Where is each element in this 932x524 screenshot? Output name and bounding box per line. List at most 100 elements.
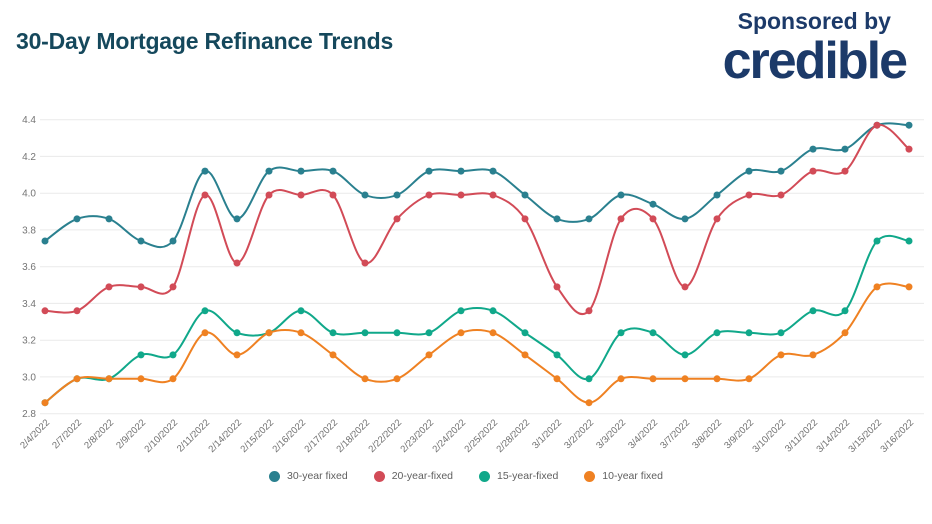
x-axis-tick-label: 2/4/2022 [18,417,52,451]
data-point [905,283,913,291]
y-axis-tick-label: 3.0 [22,372,36,383]
data-point [585,375,593,383]
x-axis-tick-label: 2/15/2022 [238,417,276,455]
data-point [393,191,401,199]
data-point [329,191,337,199]
data-point [201,191,209,199]
data-point [681,283,689,291]
y-axis-tick-label: 4.4 [22,115,36,126]
legend-dot-icon [373,470,385,482]
data-point [489,329,497,337]
data-point [585,307,593,315]
legend-label: 10-year fixed [602,470,663,482]
data-point [201,329,209,337]
data-point [169,375,177,383]
data-point [265,329,273,337]
data-point [905,121,913,129]
data-point [649,215,657,223]
x-axis-tick-label: 2/22/2022 [366,417,404,455]
data-point [425,329,433,337]
data-point [809,145,817,153]
data-point [873,283,881,291]
data-point [425,191,433,199]
data-point [425,167,433,175]
data-point [169,351,177,359]
data-point [169,283,177,291]
x-axis-tick-label: 3/16/2022 [878,417,916,455]
data-point [297,167,305,175]
x-axis-tick-label: 3/1/2022 [530,417,564,451]
data-point [713,329,721,337]
data-point [553,351,561,359]
data-point [457,329,465,337]
data-point [713,191,721,199]
legend-dot-icon [479,470,490,482]
legend-item-30-year-fixed: 30-year fixed [269,470,348,482]
data-point [105,283,113,291]
data-point [265,191,273,199]
data-point [41,399,49,407]
series-10-year-fixed [41,282,913,407]
data-point [105,375,113,383]
x-axis-tick-label: 2/17/2022 [302,417,340,455]
data-point [73,215,81,223]
data-point [745,191,753,199]
x-axis-tick-label: 2/25/2022 [462,417,500,455]
sponsor-block: Sponsored by credible [723,8,908,87]
data-point [521,191,529,199]
x-axis-tick-label: 3/14/2022 [814,417,852,455]
data-point [137,375,145,383]
data-point [713,375,721,383]
series-20-year-fixed [41,121,913,315]
sponsored-by-label: Sponsored by [737,8,891,34]
legend-label: 30-year fixed [287,470,348,482]
data-point [105,215,113,223]
data-point [457,167,465,175]
data-point [233,215,241,223]
data-point [873,121,881,129]
data-point [137,237,145,245]
data-point [489,167,497,175]
legend-item-15-year-fixed: 15-year-fixed [479,470,558,482]
data-point [297,191,305,199]
data-point [905,237,913,245]
data-point [777,351,785,359]
x-axis-tick-label: 2/24/2022 [430,417,468,455]
series-line [44,282,910,404]
chart-title: 30-Day Mortgage Refinance Trends [16,28,394,54]
data-point [329,351,337,359]
data-point [681,215,689,223]
data-point [265,167,273,175]
data-point [745,375,753,383]
data-point [649,329,657,337]
x-axis-tick-label: 3/7/2022 [658,417,692,451]
data-point [713,215,721,223]
y-axis-tick-label: 3.2 [22,336,36,347]
data-point [809,351,817,359]
y-axis-tick-label: 2.8 [22,409,36,420]
data-point [329,329,337,337]
data-point [841,307,849,315]
data-point [233,259,241,267]
data-point [521,329,529,337]
data-point [777,329,785,337]
data-point [777,191,785,199]
data-point [617,375,625,383]
data-point [649,375,657,383]
data-point [489,191,497,199]
data-point [809,167,817,175]
x-axis-tick-label: 3/2/2022 [562,417,596,451]
data-point [585,215,593,223]
data-point [585,399,593,407]
legend-label: 15-year-fixed [497,470,559,482]
data-point [361,329,369,337]
x-axis-tick-label: 2/14/2022 [206,417,244,455]
x-axis-tick-label: 2/7/2022 [50,417,84,451]
x-axis-tick-label: 2/18/2022 [334,417,372,455]
y-axis-tick-label: 3.8 [22,225,36,236]
data-point [361,191,369,199]
data-point [297,329,305,337]
data-point [777,167,785,175]
